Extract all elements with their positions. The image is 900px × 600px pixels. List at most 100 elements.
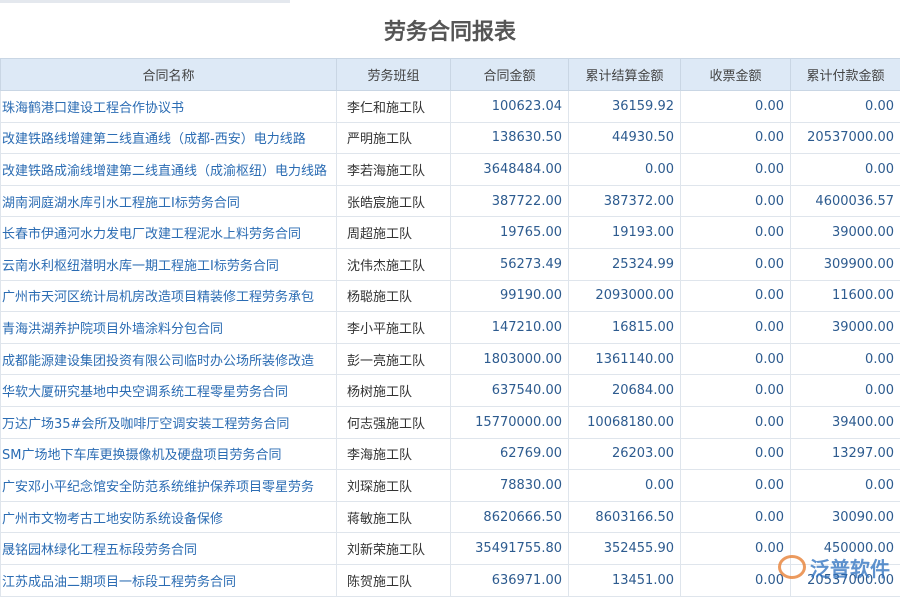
table-cell: 19193.00 [568,216,681,249]
table-row: 广州市文物考古工地安防系统设备保修 蒋敏施工队 8620666.50 8603166.… [0,500,900,534]
table-cell: 0.00 [680,405,791,439]
table-cell: 李小平施工队 [336,311,451,344]
table-cell: 4600036.57 [790,184,900,218]
table-cell: 20684.00 [568,374,681,407]
table-cell: 99190.00 [450,279,569,313]
table-row: 江苏成品油二期项目一标段工程劳务合同 陈贺施工队 636971.00 13451.00… [0,563,900,597]
table-cell: 成都能源建设集团投资有限公司临时办公场所装修改造 [0,342,337,376]
table-cell: 138630.50 [450,121,569,155]
table-row: 湖南洞庭湖水库引水工程施工I标劳务合同 张皓宸施工队 387722.00 387372… [0,184,900,218]
table-cell: 0.00 [680,532,791,565]
table-cell: 0.00 [680,90,791,123]
column-header: 合同金额 [450,58,569,91]
table-cell: 0.00 [790,342,900,376]
column-header: 累计结算金额 [568,58,681,91]
table-cell: 15770000.00 [450,405,569,439]
column-header: 累计付款金额 [790,58,900,91]
table-cell: 0.00 [568,469,681,502]
table-row: SM广场地下车库更换摄像机及硬盘项目劳务合同 李海施工队 62769.00 26203… [0,437,900,471]
table-cell: 陈贺施工队 [336,563,451,597]
table-cell: 0.00 [680,121,791,155]
table-cell: 刘琛施工队 [336,469,451,502]
table-cell: 19765.00 [450,216,569,249]
table-cell: 改建铁路成渝线增建第二线直通线（成渝枢纽）电力线路 [0,153,337,186]
table-cell: 李海施工队 [336,437,451,471]
table-cell: 0.00 [790,153,900,186]
table-cell: 蒋敏施工队 [336,500,451,534]
table-cell: 江苏成品油二期项目一标段工程劳务合同 [0,563,337,597]
table-cell: 13297.00 [790,437,900,471]
table-cell: 0.00 [680,153,791,186]
table-cell: 25324.99 [568,247,681,281]
top-bar [0,0,290,3]
report-title: 劳务合同报表 [383,20,516,45]
table-cell: 广州市天河区统计局机房改造项目精装修工程劳务承包 [0,279,337,313]
table-body: 珠海鹤港口建设工程合作协议书 李仁和施工队 100623.04 36159.92 0.0… [0,90,900,597]
table-row: 云南水利枢纽潜明水库一期工程施工I标劳务合同 沈伟杰施工队 56273.49 2532… [0,247,900,281]
table-cell: 26203.00 [568,437,681,471]
table-cell: 44930.50 [568,121,681,155]
table-cell: 147210.00 [450,311,569,344]
table-cell: 56273.49 [450,247,569,281]
table-row: 长春市伊通河水力发电厂改建工程泥水上料劳务合同 周超施工队 19765.00 1919… [0,216,900,249]
table-cell: 387372.00 [568,184,681,218]
table-cell: 36159.92 [568,90,681,123]
table-cell: 352455.90 [568,532,681,565]
table-cell: 20537000.00 [790,121,900,155]
table-cell: 彭一亮施工队 [336,342,451,376]
table-cell: 长春市伊通河水力发电厂改建工程泥水上料劳务合同 [0,216,337,249]
table-cell: 0.00 [790,90,900,123]
table-cell: 万达广场35#会所及咖啡厅空调安装工程劳务合同 [0,405,337,439]
table-cell: 青海洪湖养护院项目外墙涂料分包合同 [0,311,337,344]
table-row: 晟铭园林绿化工程五标段劳务合同 刘新荣施工队 35491755.80 352455.9… [0,532,900,565]
table-cell: 晟铭园林绿化工程五标段劳务合同 [0,532,337,565]
table-cell: 8620666.50 [450,500,569,534]
table-cell: 78830.00 [450,469,569,502]
table-cell: 改建铁路线增建第二线直通线（成都-西安）电力线路 [0,121,337,155]
table-cell: 39000.00 [790,311,900,344]
table-cell: 珠海鹤港口建设工程合作协议书 [0,90,337,123]
table-cell: 0.00 [790,469,900,502]
table-cell: 1361140.00 [568,342,681,376]
table-cell: 10068180.00 [568,405,681,439]
table-row: 华软大厦研究基地中央空调系统工程零星劳务合同 杨树施工队 637540.00 2068… [0,374,900,407]
table-cell: 李仁和施工队 [336,90,451,123]
table-cell: 387722.00 [450,184,569,218]
table-cell: 周超施工队 [336,216,451,249]
table-cell: 3648484.00 [450,153,569,186]
table-cell: 30090.00 [790,500,900,534]
table-cell: 39000.00 [790,216,900,249]
table-cell: 0.00 [680,469,791,502]
table-cell: SM广场地下车库更换摄像机及硬盘项目劳务合同 [0,437,337,471]
table-cell: 2093000.00 [568,279,681,313]
table-row: 改建铁路线增建第二线直通线（成都-西安）电力线路 严明施工队 138630.50 44… [0,121,900,155]
table-cell: 0.00 [790,374,900,407]
report-table: 合同名称 劳务班组 合同金额 累计结算金额 收票金额 累计付款金额 珠海鹤港口建设工程合作… [0,58,900,597]
table-cell: 刘新荣施工队 [336,532,451,565]
table-cell: 广州市文物考古工地安防系统设备保修 [0,500,337,534]
header-row: 合同名称 劳务班组 合同金额 累计结算金额 收票金额 累计付款金额 [0,58,900,91]
table-row: 广州市天河区统计局机房改造项目精装修工程劳务承包 杨聪施工队 99190.00 209… [0,279,900,313]
table-row: 珠海鹤港口建设工程合作协议书 李仁和施工队 100623.04 36159.92 0.0… [0,90,900,123]
table-cell: 0.00 [680,184,791,218]
table-cell: 16815.00 [568,311,681,344]
table-cell: 杨聪施工队 [336,279,451,313]
table-cell: 13451.00 [568,563,681,597]
table-cell: 62769.00 [450,437,569,471]
table-cell: 39400.00 [790,405,900,439]
table-cell: 8603166.50 [568,500,681,534]
table-cell: 何志强施工队 [336,405,451,439]
table-row: 万达广场35#会所及咖啡厅空调安装工程劳务合同 何志强施工队 15770000.00… [0,405,900,439]
table-cell: 100623.04 [450,90,569,123]
table-cell: 0.00 [680,342,791,376]
table-cell: 沈伟杰施工队 [336,247,451,281]
column-header: 劳务班组 [336,58,451,91]
table-cell: 0.00 [568,153,681,186]
table-cell: 严明施工队 [336,121,451,155]
table-cell: 35491755.80 [450,532,569,565]
table-cell: 张皓宸施工队 [336,184,451,218]
table-cell: 11600.00 [790,279,900,313]
watermark: 泛普软件 [778,553,890,582]
table-cell: 309900.00 [790,247,900,281]
column-header: 收票金额 [680,58,791,91]
